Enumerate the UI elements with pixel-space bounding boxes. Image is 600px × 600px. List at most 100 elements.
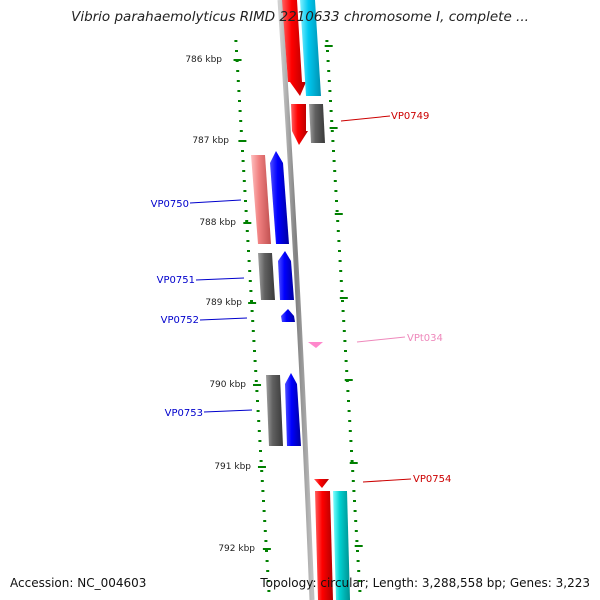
chromosome-backbone xyxy=(277,0,315,600)
gene-label[interactable]: VP0749 xyxy=(391,111,429,122)
gene-label[interactable]: VPt034 xyxy=(407,333,443,344)
label-connector xyxy=(362,478,412,483)
major-tick xyxy=(329,127,338,129)
minor-tick xyxy=(256,410,260,412)
minor-tick xyxy=(266,570,270,572)
gene-feature[interactable] xyxy=(309,104,325,143)
minor-tick xyxy=(347,410,351,412)
minor-tick xyxy=(357,580,361,582)
minor-tick xyxy=(342,330,346,332)
gene-feature[interactable] xyxy=(333,491,350,600)
gene-label[interactable]: VP0750 xyxy=(151,199,189,210)
label-connector xyxy=(195,277,245,281)
minor-tick xyxy=(265,560,269,562)
scale-label: 790 kbp xyxy=(209,380,246,390)
gene-label[interactable]: VP0752 xyxy=(161,315,199,326)
minor-tick xyxy=(333,170,337,172)
minor-tick xyxy=(342,320,346,322)
minor-tick xyxy=(344,360,348,362)
minor-tick xyxy=(241,160,245,162)
minor-tick xyxy=(329,110,333,112)
minor-tick xyxy=(357,570,361,572)
scale-label: 789 kbp xyxy=(205,298,242,308)
minor-tick xyxy=(326,60,330,62)
minor-tick xyxy=(245,230,249,232)
minor-tick xyxy=(341,310,345,312)
major-tick xyxy=(233,59,242,61)
major-tick xyxy=(238,140,247,142)
minor-tick xyxy=(349,440,353,442)
gene-label[interactable]: VP0751 xyxy=(157,275,195,286)
minor-tick xyxy=(354,530,358,532)
gene-feature[interactable] xyxy=(266,375,283,446)
gene-feature[interactable] xyxy=(258,253,275,300)
minor-tick xyxy=(336,220,340,222)
minor-tick xyxy=(248,270,252,272)
minor-tick xyxy=(267,590,271,592)
accession-label: Accession: NC_004603 xyxy=(10,576,147,590)
gene-feature[interactable] xyxy=(282,0,306,96)
major-tick xyxy=(243,222,252,224)
minor-tick xyxy=(264,540,268,542)
minor-tick xyxy=(329,100,332,102)
minor-tick xyxy=(254,370,258,372)
minor-tick xyxy=(331,140,335,142)
minor-tick xyxy=(258,440,262,442)
minor-tick xyxy=(332,150,335,152)
minor-tick xyxy=(253,350,256,352)
minor-tick xyxy=(328,90,332,92)
minor-tick xyxy=(242,170,246,172)
minor-tick xyxy=(235,50,238,52)
minor-tick xyxy=(353,500,356,502)
scale-label: 792 kbp xyxy=(218,544,255,554)
minor-tick xyxy=(352,490,356,492)
gene-feature[interactable] xyxy=(270,151,289,244)
minor-tick xyxy=(341,300,344,302)
trna-feature[interactable] xyxy=(308,342,323,348)
minor-tick xyxy=(333,180,337,182)
minor-tick xyxy=(326,50,329,52)
minor-tick xyxy=(327,70,331,72)
minor-tick xyxy=(263,530,267,532)
minor-tick xyxy=(247,260,251,262)
minor-tick xyxy=(348,420,352,422)
minor-tick xyxy=(260,470,264,472)
major-tick xyxy=(349,462,358,464)
minor-tick xyxy=(265,550,268,552)
minor-tick xyxy=(234,40,238,42)
minor-tick xyxy=(332,160,336,162)
minor-tick xyxy=(255,390,259,392)
minor-tick xyxy=(335,210,339,212)
minor-tick xyxy=(334,190,338,192)
minor-tick xyxy=(243,190,247,192)
major-tick xyxy=(354,545,363,547)
minor-tick xyxy=(259,450,262,452)
minor-tick xyxy=(254,380,258,382)
gene-feature[interactable] xyxy=(278,251,294,300)
label-connector xyxy=(356,336,406,343)
minor-tick xyxy=(337,240,341,242)
gene-feature[interactable] xyxy=(314,479,329,488)
gene-feature[interactable] xyxy=(281,309,295,322)
gene-label[interactable]: VP0754 xyxy=(413,474,451,485)
gene-feature[interactable] xyxy=(251,155,271,244)
minor-tick xyxy=(351,470,355,472)
gene-feature[interactable] xyxy=(300,0,321,96)
label-connector xyxy=(189,199,242,204)
minor-tick xyxy=(250,300,253,302)
minor-tick xyxy=(263,520,267,522)
scale-label: 791 kbp xyxy=(214,462,251,472)
gene-feature[interactable] xyxy=(291,104,308,145)
minor-tick xyxy=(336,230,340,232)
minor-tick xyxy=(236,80,240,82)
gene-feature[interactable] xyxy=(315,491,333,600)
minor-tick xyxy=(257,420,261,422)
minor-tick xyxy=(245,220,249,222)
minor-tick xyxy=(330,120,334,122)
minor-tick xyxy=(260,480,264,482)
minor-tick xyxy=(356,550,359,552)
gene-feature[interactable] xyxy=(285,373,301,446)
minor-tick xyxy=(253,360,257,362)
gene-label[interactable]: VP0753 xyxy=(165,408,203,419)
